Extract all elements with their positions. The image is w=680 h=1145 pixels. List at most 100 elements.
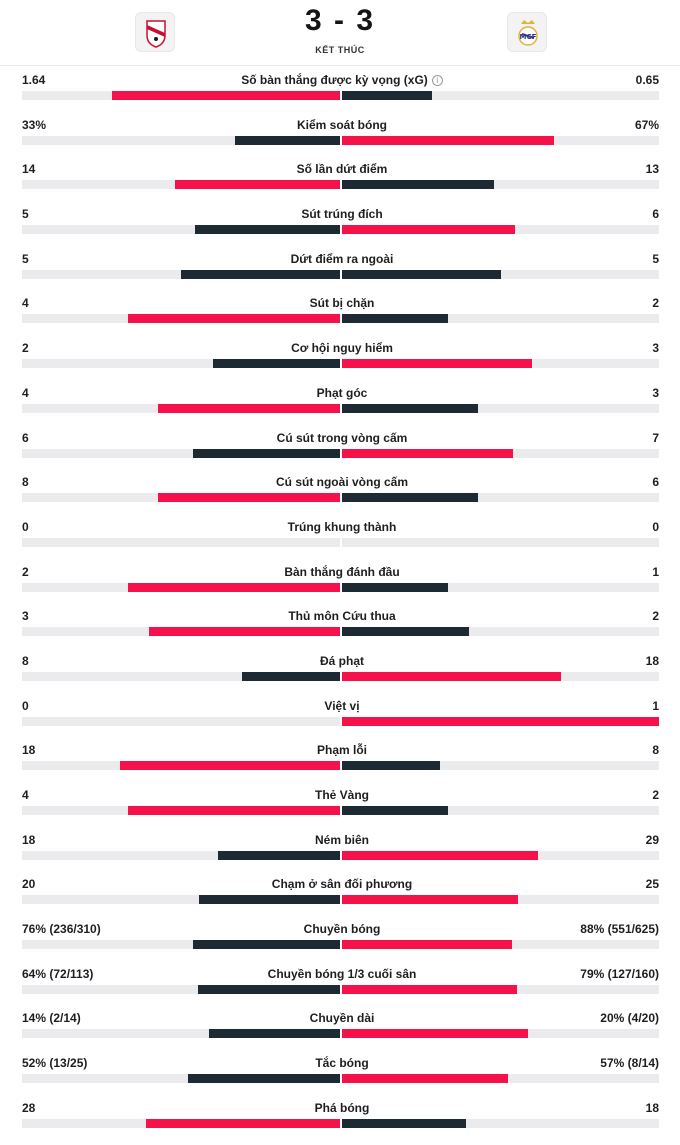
away-stat-value: 1: [652, 698, 659, 713]
stat-row: 4 Sút bị chặn 2: [0, 289, 680, 334]
home-stat-value: 52% (13/25): [22, 1056, 88, 1071]
home-stat-value: 20: [22, 877, 36, 892]
home-bar-track: [22, 895, 340, 905]
stat-label-text: Phá bóng: [314, 1100, 370, 1115]
stat-label: Kiểm soát bóng: [0, 118, 680, 132]
stat-row: 1.64 Số bàn thắng được kỳ vọng (xG) i 0.65: [0, 66, 680, 111]
home-stat-value: 33%: [22, 117, 47, 132]
stat-row: 18 Ném biên 29: [0, 826, 680, 871]
away-stat-value: 2: [652, 788, 659, 802]
home-stat-value: 28: [22, 1100, 36, 1115]
away-bar-fill: [342, 984, 517, 994]
away-bar-fill: [342, 269, 501, 279]
away-bar-fill: [342, 448, 513, 458]
home-stat-value: 8: [22, 653, 29, 668]
away-bar-fill: [342, 671, 561, 681]
home-stat-value: 14: [22, 162, 36, 177]
away-stat-value: 2: [652, 296, 659, 311]
stat-label: Thủ môn Cứu thua: [0, 609, 680, 623]
stat-label: Việt vị: [0, 699, 680, 713]
stat-row: 64% (72/113) Chuyền bóng 1/3 cuối sân 79% …: [0, 960, 680, 1005]
away-bar-fill: [342, 1118, 466, 1128]
home-bar-track: [22, 806, 340, 815]
stat-label-text: Ném biên: [314, 832, 369, 847]
stat-row: 5 Dứt điểm ra ngoài 5: [0, 245, 680, 290]
home-bar-track: [22, 448, 340, 458]
away-bar-fill: [342, 359, 532, 369]
home-bar-fill: [188, 1074, 340, 1084]
away-stat-value: 18: [645, 653, 659, 668]
rayo-vallecano-crest-icon: [146, 20, 166, 48]
home-bar-fill: [128, 314, 340, 324]
stat-label: Phá bóng: [0, 1101, 680, 1115]
stat-label-text: Dứt điểm ra ngoài: [290, 251, 394, 266]
away-stat-value: 20% (4/20): [600, 1011, 659, 1026]
stat-label-text: Chuyền bóng 1/3 cuối sân: [267, 966, 417, 981]
away-stat-value: 8: [652, 743, 659, 758]
svg-text:MCF: MCF: [520, 33, 537, 41]
stat-label: Cơ hội nguy hiểm: [0, 341, 680, 355]
away-bar-track: [342, 984, 659, 994]
away-bar-track: [342, 537, 659, 547]
home-bar-track: [22, 627, 340, 637]
home-team-crest-icon[interactable]: [135, 12, 175, 52]
stat-row: 2 Bàn thắng đánh đầu 1: [0, 558, 680, 603]
stat-label: Số lần dứt điểm: [0, 162, 680, 176]
away-stat-value: 0: [652, 519, 659, 534]
stat-row: 3 Thủ môn Cứu thua 2: [0, 602, 680, 647]
home-bar-fill: [128, 806, 340, 815]
home-bar-track: [22, 1029, 340, 1039]
stat-label-text: Chuyền bóng: [303, 922, 381, 937]
away-stat-value: 1: [652, 564, 659, 579]
home-stat-value: 76% (236/310): [22, 922, 101, 937]
away-bar-fill: [342, 314, 448, 324]
stat-label-text: Tắc bóng: [315, 1056, 369, 1071]
stat-label-text: Thẻ Vàng: [314, 788, 369, 802]
stat-label-text: Bàn thắng đánh đầu: [284, 564, 400, 579]
home-bar-track: [22, 1118, 340, 1128]
stat-row: 28 Phá bóng 18: [0, 1094, 680, 1139]
home-bar-track: [22, 493, 340, 503]
home-bar-fill: [112, 91, 340, 100]
away-team-crest-icon[interactable]: MCF: [507, 12, 547, 52]
home-bar-fill: [213, 359, 340, 369]
home-bar-track: [22, 1074, 340, 1084]
stat-label-text: Số bàn thắng được kỳ vọng (xG): [241, 73, 428, 87]
home-bar-fill: [218, 850, 340, 860]
stat-label: Dứt điểm ra ngoài: [0, 252, 680, 266]
stat-label: Ném biên: [0, 833, 680, 847]
away-stat-value: 13: [645, 162, 659, 177]
stat-row: 4 Phạt góc 3: [0, 379, 680, 424]
away-bar-track: [342, 806, 659, 815]
home-bar-fill: [242, 671, 340, 681]
home-stat-value: 8: [22, 475, 29, 490]
away-bar-track: [342, 359, 659, 369]
stat-row: 2 Cơ hội nguy hiểm 3: [0, 334, 680, 379]
stat-row: 76% (236/310) Chuyền bóng 88% (551/625): [0, 915, 680, 960]
home-bar-fill: [158, 403, 340, 413]
away-bar-fill: [342, 716, 659, 726]
home-bar-fill: [193, 940, 340, 950]
home-bar-track: [22, 716, 340, 726]
info-icon[interactable]: i: [431, 75, 443, 86]
stat-row: 8 Cú sút ngoài vòng cấm 6: [0, 468, 680, 513]
away-bar-fill: [342, 895, 518, 905]
away-stat-value: 79% (127/160): [580, 966, 659, 981]
stat-row: 18 Phạm lỗi 8: [0, 736, 680, 781]
away-stat-value: 67%: [634, 117, 659, 132]
home-bar-fill: [120, 761, 340, 771]
away-bar-track: [342, 627, 659, 637]
away-bar-track: [342, 269, 659, 279]
home-bar-track: [22, 91, 340, 100]
stat-row: 14% (2/14) Chuyền dài 20% (4/20): [0, 1004, 680, 1049]
home-bar-track: [22, 671, 340, 681]
home-stat-value: 64% (72/113): [22, 966, 94, 981]
stat-label: Đá phạt: [0, 654, 680, 668]
stat-label-text: Việt vị: [324, 698, 360, 713]
stat-row: 20 Chạm ở sân đối phương 25: [0, 870, 680, 915]
away-stat-value: 29: [645, 832, 659, 847]
away-stat-value: 57% (8/14): [600, 1056, 659, 1071]
match-status: KẾT THÚC: [315, 45, 365, 55]
home-stat-value: 6: [22, 430, 29, 445]
away-bar-track: [342, 761, 659, 771]
